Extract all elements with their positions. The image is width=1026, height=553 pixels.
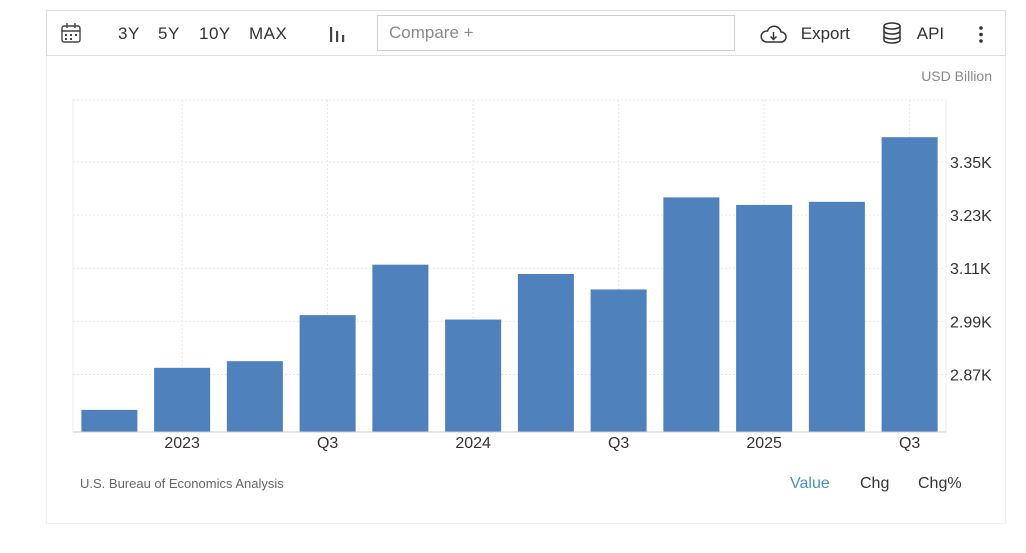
export-button[interactable]: Export xyxy=(758,11,850,57)
chart-toolbar: 3Y 5Y 10Y MAX Export API xyxy=(46,10,1006,56)
cloud-download-icon xyxy=(760,25,787,43)
more-options-icon[interactable] xyxy=(977,11,985,57)
mode-value-button[interactable]: Value xyxy=(790,475,830,492)
export-label: Export xyxy=(800,24,850,43)
range-5y-button[interactable]: 5Y xyxy=(158,24,180,43)
bar-chart-type-icon[interactable] xyxy=(327,11,347,57)
api-button[interactable]: API xyxy=(881,11,944,57)
range-3y-button[interactable]: 3Y xyxy=(118,24,140,43)
chart-panel xyxy=(46,56,1006,524)
unit-label: USD Billion xyxy=(921,68,992,84)
compare-input[interactable] xyxy=(377,15,735,51)
calendar-icon[interactable] xyxy=(60,11,82,57)
source-label: U.S. Bureau of Economics Analysis xyxy=(80,476,284,491)
range-max-button[interactable]: MAX xyxy=(249,24,288,43)
mode-chg-button[interactable]: Chg xyxy=(860,475,890,492)
range-10y-button[interactable]: 10Y xyxy=(199,24,231,43)
api-label: API xyxy=(916,24,945,43)
mode-chg-pct-button[interactable]: Chg% xyxy=(918,475,962,492)
database-icon xyxy=(883,22,901,44)
